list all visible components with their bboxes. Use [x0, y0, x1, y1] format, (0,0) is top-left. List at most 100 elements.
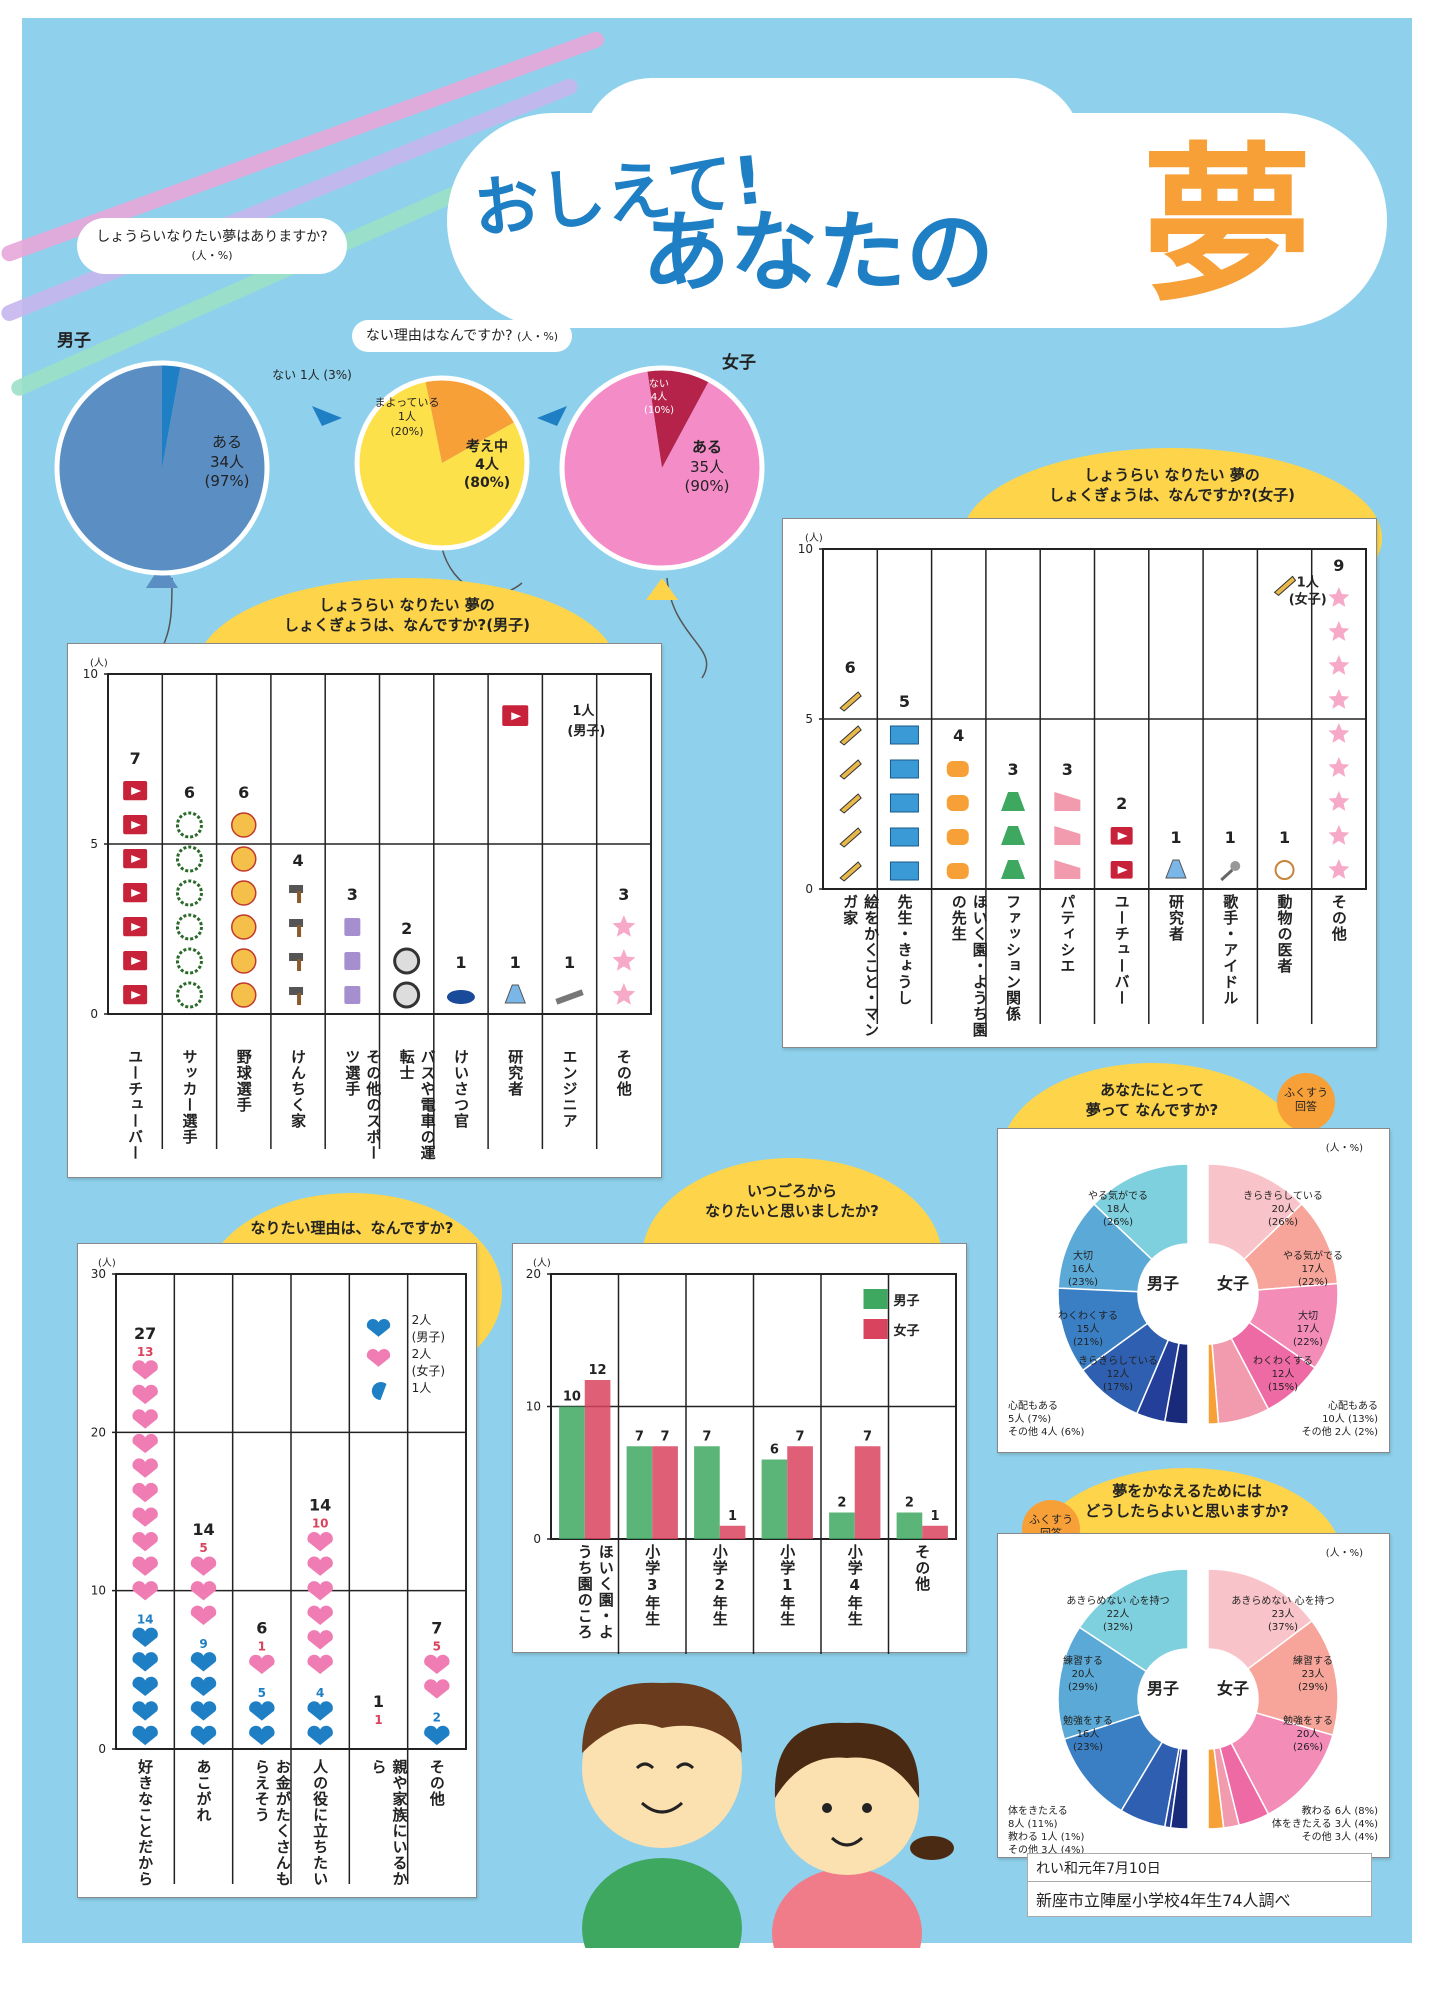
data-label: 7 [702, 1429, 711, 1444]
heart-boys [307, 1701, 333, 1721]
heart-girls [132, 1409, 158, 1429]
heart-boys [190, 1676, 217, 1697]
y-unit-label: (人) [533, 1257, 551, 1269]
bar-icon [344, 918, 361, 936]
data-label: 1 [1279, 828, 1290, 847]
legend-count: 1人 [1297, 574, 1320, 590]
reasons-chart: 0 10 20 30(人) 14 13 27 9 5 14 5 1 6 4 10 14 1 1 2 5 7 2人 (男子) 2… [91, 1257, 467, 1884]
bar-icon-arrow [131, 787, 142, 795]
title-line: いつごろから [746, 1182, 837, 1200]
bar-icon [839, 861, 862, 882]
category-label: 小学1年生 [778, 1544, 797, 1627]
heart-boys [190, 1725, 217, 1746]
bar-icon-handle [297, 993, 302, 1005]
heart-girls [132, 1556, 158, 1576]
category-label: 先生・きょうし [895, 894, 914, 1006]
donut-label-boys: 大切 [1073, 1249, 1093, 1262]
pie-reason-a-label: まよっている 1人 (20%) [367, 396, 447, 439]
total-label: 14 [192, 1520, 214, 1539]
heart-girls [307, 1605, 333, 1625]
donut-slice-boys [1078, 1568, 1189, 1673]
donut-slice-girls [1230, 1711, 1334, 1816]
heart-girls [307, 1630, 333, 1650]
meaning-panel: (人・%) 男子 女子 やる気がでる 18人 (26%) 大切 16人 (23%) わくわくする 1… [997, 1128, 1390, 1453]
bar-icon [889, 759, 919, 779]
data-label: 3 [347, 885, 358, 904]
question-text: ない理由はなんですか? [365, 328, 513, 344]
bar-icon [1230, 861, 1241, 871]
heart-boys [249, 1701, 275, 1721]
bar-icon [555, 989, 584, 1005]
bar-boys [829, 1512, 855, 1539]
data-label: 6 [238, 783, 249, 802]
bar-icon [1328, 791, 1350, 811]
bar-icon [946, 795, 969, 811]
bar-icon [946, 761, 969, 777]
donut-label-girls: あきらめない 心を持つ [1231, 1594, 1334, 1607]
heart-girls [424, 1654, 450, 1675]
series-girls-label: 5 [199, 1541, 207, 1555]
bar-icon [1054, 826, 1081, 845]
bar-icon [612, 983, 636, 1005]
boys-jobs-categories: ユーチューバー サッカー選手 野球選手 けんちく家 その他のスポーツ選手 バスや電車の運転… [108, 1049, 651, 1174]
bar-icon [1328, 723, 1350, 743]
donut-label-girls: 12人 [1272, 1368, 1295, 1380]
donut-label-girls: (26%) [1268, 1217, 1298, 1228]
title-line: しょくぎょうは、なんですか?(女子) [1049, 486, 1295, 505]
title-line: しょうらい なりたい 夢の [1084, 466, 1260, 484]
boy-hair [582, 1682, 742, 1753]
footer-credit: 新座市立陣屋小学校4年生74人調べ [1027, 1881, 1372, 1917]
series-girls-label: 5 [433, 1639, 441, 1653]
footer-date: れい和元年7月10日 [1027, 1853, 1372, 1883]
bar-icon [839, 759, 862, 780]
pie-outline [54, 360, 270, 576]
bar-icon [612, 915, 636, 937]
center-boys: 男子 [1147, 1679, 1179, 1698]
legend-swatch-boys [863, 1289, 888, 1309]
reasons-title: なりたい理由は、なんですか? [250, 1219, 454, 1237]
category-label: 人の役に立ちたい [311, 1759, 330, 1887]
bar-girls [719, 1525, 746, 1539]
donut-label-boys: きらきらしている [1078, 1355, 1158, 1367]
data-label: 3 [1007, 760, 1018, 779]
legend-half-heart [371, 1382, 387, 1400]
donut-label-boys: (17%) [1103, 1382, 1133, 1393]
girl-face [775, 1731, 919, 1875]
heart-girls [132, 1532, 158, 1552]
bar-icon [839, 793, 862, 814]
y-tick-label: 10 [526, 1400, 541, 1414]
kids-illustration [582, 1682, 954, 1948]
data-label: 4 [953, 726, 964, 745]
donut-label-girls: 練習する [1293, 1654, 1333, 1667]
bar-icon [1328, 587, 1350, 607]
callout-boys: 8人 (11%) [1008, 1818, 1058, 1830]
page-title: おしえて! あなたの [470, 138, 1192, 300]
callout-boys: 体をきたえる [1008, 1805, 1068, 1817]
bar-icon [344, 986, 361, 1004]
data-label: 5 [899, 692, 910, 711]
bar-boys [896, 1512, 923, 1539]
meaning-title: あなたにとって 夢って なんですか? [1002, 1080, 1302, 1121]
pie-slice-no [647, 368, 710, 468]
pct: (97%) [204, 472, 250, 490]
donut-label-boys: 20人 [1072, 1668, 1095, 1680]
girl-mouth [830, 1836, 864, 1847]
question-unit: (人・%) [191, 249, 233, 263]
heart-boys [132, 1725, 158, 1746]
category-label: サッカー選手 [180, 1049, 199, 1145]
donut-slice-girls [1246, 1619, 1339, 1737]
legend-who: (女子) [1289, 591, 1327, 607]
girl-shirt [772, 1868, 922, 1948]
data-label: 6 [770, 1443, 779, 1458]
center-boys: 男子 [1147, 1274, 1179, 1293]
boys-label: 男子 [57, 331, 91, 351]
data-label: 2 [1116, 794, 1127, 813]
callout-girls: 心配もある [1328, 1400, 1378, 1412]
data-label: 1 [1225, 828, 1236, 847]
pie-boys-yes-label: ある 34人 (97%) [172, 433, 282, 492]
question-no-reason: ない理由はなんですか? (人・%) [352, 320, 572, 353]
donut-label-boys: (32%) [1103, 1622, 1133, 1633]
question-text: しょうらいなりたい夢はありますか? [96, 229, 328, 245]
category-label: 動物の医者 [1275, 894, 1294, 974]
